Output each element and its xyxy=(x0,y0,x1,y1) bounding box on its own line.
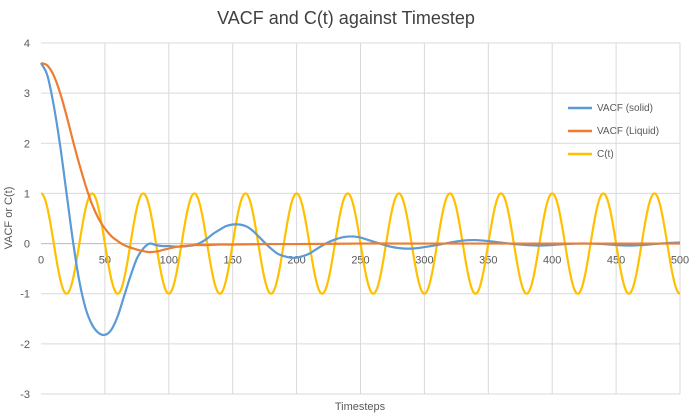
legend: VACF (solid) VACF (Liquid) C(t) xyxy=(568,103,659,160)
x-tick-label: 250 xyxy=(351,255,369,267)
y-tick-label: 3 xyxy=(24,88,30,100)
x-tick-label: 300 xyxy=(415,255,433,267)
series-line-vacf-liquid xyxy=(40,62,680,254)
chart-title: VACF and C(t) against Timestep xyxy=(217,8,475,28)
legend-label-vacf-solid: VACF (solid) xyxy=(597,103,653,114)
x-tick-label: 450 xyxy=(607,255,625,267)
y-tick-label: -2 xyxy=(20,339,30,351)
legend-label-vacf-liquid: VACF (Liquid) xyxy=(597,126,659,137)
legend-label-ct: C(t) xyxy=(597,149,614,160)
y-tick-label: -3 xyxy=(20,389,30,401)
y-tick-label: 1 xyxy=(24,188,30,200)
series-lines xyxy=(40,62,681,337)
y-axis-label: VACF or C(t) xyxy=(3,187,15,250)
y-tick-label: 0 xyxy=(24,239,30,251)
x-tick-label: 500 xyxy=(671,255,689,267)
x-tick-label: 350 xyxy=(479,255,497,267)
y-tick-labels: -3 -2 -1 0 1 2 3 4 xyxy=(20,38,30,401)
y-tick-label: 4 xyxy=(24,38,30,50)
y-tick-label: -1 xyxy=(20,289,30,301)
x-tick-labels: 0 50 100 150 200 250 300 350 400 450 500 xyxy=(38,255,689,267)
grid-lines xyxy=(41,42,681,395)
x-tick-label: 150 xyxy=(224,255,242,267)
y-tick-label: 2 xyxy=(24,138,30,150)
x-axis-label: Timesteps xyxy=(335,401,386,413)
x-tick-label: 100 xyxy=(160,255,178,267)
x-tick-label: 0 xyxy=(38,255,44,267)
x-tick-label: 400 xyxy=(543,255,561,267)
